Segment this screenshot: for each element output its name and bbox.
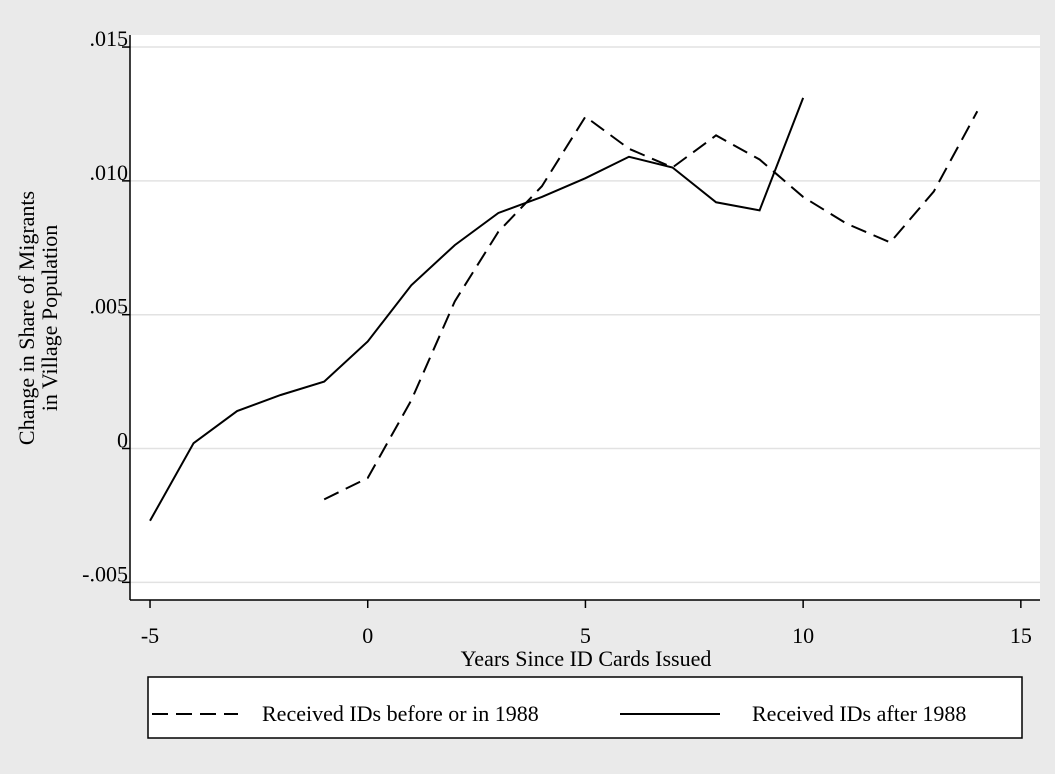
plot-area <box>130 35 1040 600</box>
y-axis-title: in Village Population <box>37 225 62 411</box>
series-line <box>149 97 805 522</box>
x-axis-title: Years Since ID Cards Issued <box>461 646 712 671</box>
y-axis-title: Change in Share of Migrants <box>14 191 39 445</box>
x-tick-label: 0 <box>362 623 373 648</box>
legend-label: Received IDs before or in 1988 <box>262 701 539 726</box>
x-tick-label: 15 <box>1010 623 1032 648</box>
y-tick-label: .010 <box>90 160 129 185</box>
x-tick-label: 5 <box>580 623 591 648</box>
y-tick-label: .015 <box>90 26 129 51</box>
x-tick-label: 10 <box>792 623 814 648</box>
x-tick-label: -5 <box>141 623 159 648</box>
legend-label: Received IDs after 1988 <box>752 701 966 726</box>
y-tick-label: -.005 <box>82 561 128 586</box>
y-tick-label: .005 <box>90 294 129 319</box>
y-tick-label: 0 <box>117 428 128 453</box>
legend <box>147 676 1023 739</box>
